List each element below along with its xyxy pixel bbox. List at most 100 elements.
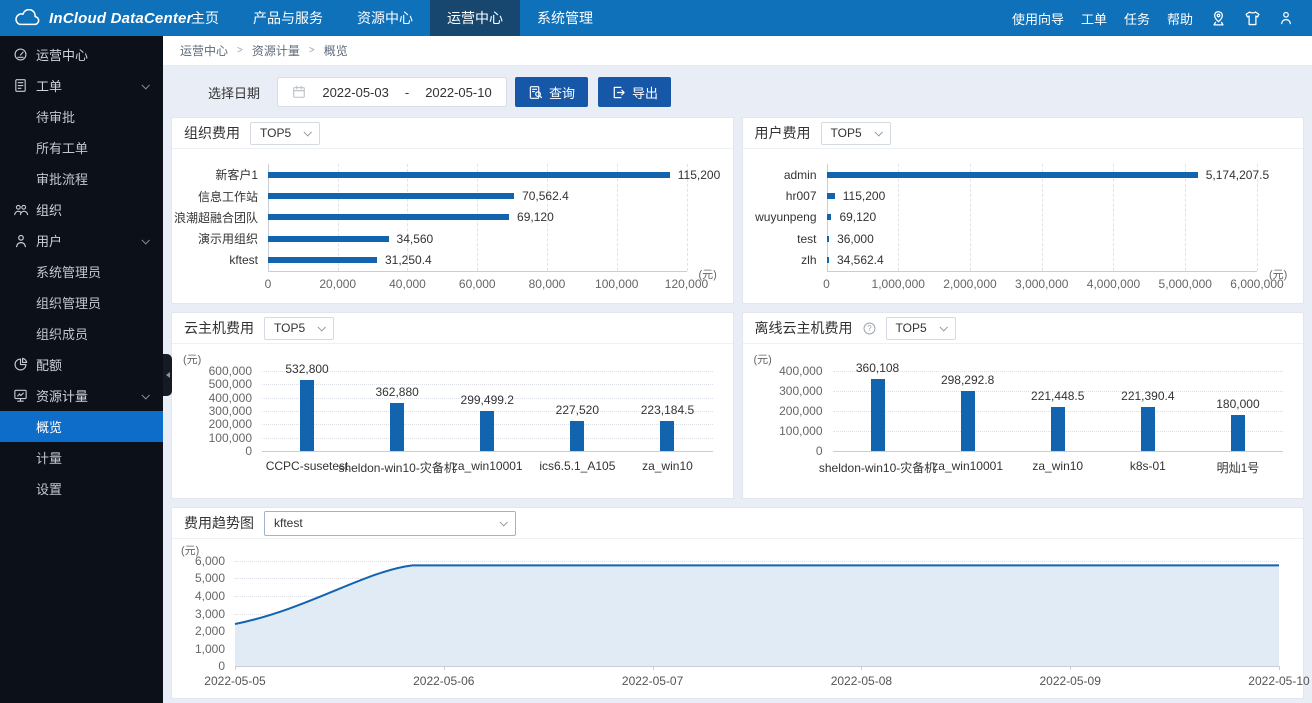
nav-item-system-management[interactable]: 系统管理 (537, 10, 593, 26)
sidebar-item-label: 运营中心 (36, 48, 89, 63)
bar[interactable] (268, 171, 670, 178)
bar[interactable] (826, 193, 835, 200)
trend-line-chart[interactable] (235, 561, 1279, 666)
sidebar-item-label: 概览 (36, 420, 63, 435)
page-content: 选择日期 2022-05-03 - 2022-05-10 查询 导出 组织费用 T… (163, 66, 1312, 703)
bar[interactable] (480, 411, 495, 451)
sidebar-item-all-tickets[interactable]: 所有工单 (0, 132, 163, 163)
sidebar-item-org-admin[interactable]: 组织管理员 (0, 287, 163, 318)
gridline (262, 397, 713, 399)
nav-item-products[interactable]: 产品与服务 (253, 10, 323, 26)
x-tick-label: 0 (823, 277, 830, 291)
sidebar-item-operations-center[interactable]: 运营中心 (0, 39, 163, 70)
bar[interactable] (660, 421, 675, 451)
ticket-icon (13, 78, 29, 93)
sidebar: 运营中心工单待审批 所有工单审批流程组织 用户 系统管理员 组织管理员 组织成员 配额 资源计… (0, 36, 163, 703)
bar[interactable] (570, 420, 585, 451)
bar[interactable] (1050, 406, 1065, 451)
bar-value-label: 5,174,207.5 (1205, 167, 1270, 182)
sidebar-item-quota[interactable]: 配额 (0, 349, 163, 380)
nav-item-operations-center[interactable]: 运营中心 (430, 0, 520, 36)
x-tick-label: 80,000 (528, 277, 566, 291)
x-tick-label: 6,000,000 (1230, 277, 1284, 291)
breadcrumb-item[interactable]: 运营中心 (180, 44, 229, 58)
y-tick-label: 5,000 (194, 571, 225, 586)
sidebar-item-tickets[interactable]: 工单 (0, 70, 163, 101)
sidebar-item-approval-flow[interactable]: 审批流程 (0, 163, 163, 194)
bar-slot: 180,000 明灿1号 (1193, 371, 1283, 475)
bar[interactable] (826, 235, 830, 242)
person-icon[interactable] (1278, 10, 1294, 26)
sidebar-item-org-member[interactable]: 组织成员 (0, 318, 163, 349)
sidebar-item-pending-approval[interactable]: 待审批 (0, 101, 163, 132)
y-tick-label: 300,000 (779, 384, 823, 398)
bar[interactable] (268, 214, 510, 221)
nav-item-home[interactable]: 主页 (191, 10, 219, 26)
x-tick-label: 2022-05-06 (413, 674, 475, 688)
breadcrumb-item[interactable]: 资源计量 (251, 44, 300, 58)
bar[interactable] (390, 402, 405, 451)
bar[interactable] (826, 257, 829, 264)
breadcrumb-separator: > (237, 45, 243, 56)
gridline (832, 371, 1283, 372)
query-button[interactable]: 查询 (515, 77, 589, 107)
unit-label: (元) (1269, 269, 1288, 281)
sidebar-item-label: 工单 (36, 79, 63, 94)
breadcrumb-item[interactable]: 概览 (323, 44, 348, 58)
sidebar-item-users[interactable]: 用户 (0, 225, 163, 256)
trend-plot-area: 6,000 5,000 4,000 3,000 2,000 1,000 0 2022-05-0… (195, 554, 1310, 688)
trend-target-select[interactable]: kftest (264, 510, 516, 536)
bar[interactable] (268, 193, 515, 200)
bar-category-label: kftest (229, 253, 258, 268)
app-logo[interactable]: InCloud DataCenter (0, 0, 192, 36)
sidebar-item-metering[interactable]: 计量 (0, 442, 163, 473)
export-button[interactable]: 导出 (598, 77, 672, 107)
sidebar-item-system-admin[interactable]: 系统管理员 (0, 256, 163, 287)
panel-header: 云主机费用 TOP5 (172, 313, 733, 344)
bar[interactable] (870, 378, 885, 451)
chevron-down-icon (141, 235, 150, 245)
bar[interactable] (826, 214, 832, 221)
nav-item-resource-center[interactable]: 资源中心 (357, 10, 413, 26)
date-range-input[interactable]: 2022-05-03 - 2022-05-10 (277, 77, 508, 107)
y-tick-label: 200,000 (779, 404, 823, 418)
bar[interactable] (1230, 415, 1245, 451)
top-filter-select[interactable]: TOP5 (264, 316, 335, 340)
navbar-link-help[interactable]: 帮助 (1166, 11, 1193, 27)
sidebar-collapse-handle[interactable] (163, 354, 172, 396)
sidebar-item-label: 审批流程 (36, 172, 89, 187)
theme-icon[interactable] (1244, 10, 1261, 27)
trend-line[interactable] (235, 565, 1279, 624)
help-icon[interactable]: ? (863, 322, 876, 335)
unit-label: (元) (753, 354, 772, 366)
navbar-link-tasks[interactable]: 任务 (1123, 11, 1150, 27)
gridline (235, 561, 1279, 562)
location-icon[interactable] (1210, 10, 1227, 27)
bar-value-label: 70,562.4 (522, 189, 569, 204)
bar[interactable] (826, 171, 1198, 178)
sidebar-item-resource-metering[interactable]: 资源计量 (0, 380, 163, 411)
navbar-link-guide[interactable]: 使用向导 (1011, 11, 1064, 27)
sidebar-item-organization[interactable]: 组织 (0, 194, 163, 225)
bar-row: 浪潮超融合团队 69,120 (174, 207, 687, 228)
bar[interactable] (1140, 406, 1155, 451)
top-filter-select[interactable]: TOP5 (250, 121, 321, 145)
sidebar-item-overview[interactable]: 概览 (0, 411, 163, 442)
top-filter-select[interactable]: TOP5 (820, 121, 891, 145)
bar[interactable] (300, 379, 315, 451)
bar[interactable] (268, 235, 389, 242)
hbar-plot-area: 0 1,000,000 2,000,000 3,000,000 4,000,000 5,0… (755, 164, 1287, 291)
pie-icon (13, 357, 29, 372)
navbar-link-tickets[interactable]: 工单 (1080, 11, 1107, 27)
breadcrumb: 运营中心 > 资源计量 > 概览 (163, 36, 1312, 66)
bar-value-label: 532,800 (285, 361, 329, 376)
bar-category-label: sheldon-win10-灾备机 (338, 461, 456, 475)
unit-label: (元) (698, 269, 717, 281)
bar-row: 新客户1 115,200 (215, 164, 720, 185)
bar-category-label: ics6.5.1_A105 (539, 459, 616, 473)
top-filter-select[interactable]: TOP5 (885, 316, 956, 340)
sidebar-item-settings[interactable]: 设置 (0, 473, 163, 504)
bar[interactable] (960, 391, 975, 451)
bar[interactable] (268, 257, 377, 264)
bar-category-label: za_win10001 (932, 459, 1004, 473)
